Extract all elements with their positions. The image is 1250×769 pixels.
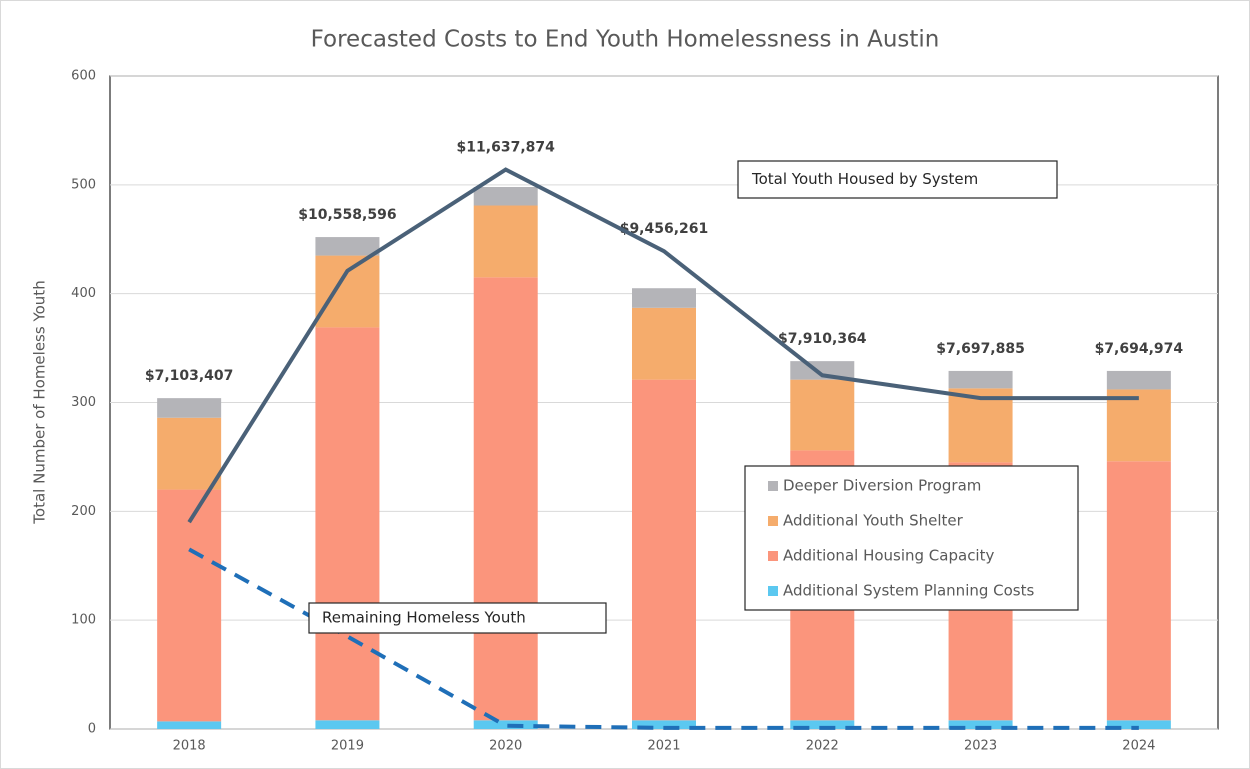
bar-segment — [315, 237, 380, 256]
legend-label: Additional Housing Capacity — [783, 547, 994, 565]
line-label-box — [308, 602, 607, 634]
chart-title: Forecasted Costs to End Youth Homelessne… — [311, 27, 940, 53]
bar-segment — [790, 720, 855, 729]
y-tick-label: 100 — [71, 613, 96, 628]
bar-segment — [473, 187, 538, 206]
y-tick-label: 200 — [71, 504, 96, 519]
bar-segment — [948, 720, 1013, 729]
y-tick-label: 0 — [88, 722, 96, 737]
bar-segment — [1106, 370, 1171, 390]
cost-label: $7,103,407 — [145, 368, 234, 384]
x-tick-label: 2020 — [489, 739, 522, 754]
line-series — [188, 547, 1139, 730]
cost-label: $7,697,885 — [936, 341, 1025, 357]
bar-segment — [632, 307, 696, 380]
cost-label: $7,694,974 — [1095, 341, 1184, 357]
bar-segment — [315, 720, 380, 729]
bar-segment — [473, 205, 538, 278]
bar-segment — [157, 489, 222, 722]
legend-label: Additional Youth Shelter — [783, 512, 964, 530]
line-series — [187, 167, 1139, 524]
bar-segment — [315, 255, 380, 328]
y-axis-title: Total Number of Homeless Youth — [31, 280, 49, 524]
bar-segment — [790, 361, 855, 380]
cost-label: $7,910,364 — [778, 331, 867, 347]
bar-segment — [790, 379, 855, 451]
legend-box — [744, 465, 1079, 611]
x-tick-label: 2023 — [964, 739, 997, 754]
line-label-box — [737, 160, 1058, 199]
legend-swatch — [768, 516, 778, 526]
x-tick-label: 2018 — [173, 739, 206, 754]
bar-segment — [632, 379, 696, 721]
bar-segment — [1106, 461, 1171, 721]
bar-segment — [473, 277, 538, 721]
bar-segment — [157, 398, 222, 418]
bar-segment — [157, 417, 222, 490]
y-tick-label: 300 — [71, 395, 96, 410]
cost-label: $9,456,261 — [620, 221, 709, 237]
x-tick-label: 2024 — [1122, 739, 1155, 754]
y-tick-label: 500 — [71, 177, 96, 192]
y-tick-label: 600 — [71, 69, 96, 84]
cost-label: $11,637,874 — [457, 140, 556, 156]
line-label: Remaining Homeless Youth — [322, 609, 526, 627]
bar-segment — [1106, 389, 1171, 462]
bar-segment — [1106, 720, 1171, 729]
x-tick-label: 2022 — [806, 739, 839, 754]
line-label: Total Youth Housed by System — [751, 170, 978, 188]
x-tick-label: 2021 — [647, 739, 680, 754]
bar-segment — [473, 720, 538, 729]
x-tick-label: 2019 — [331, 739, 364, 754]
bar-segment — [632, 288, 696, 308]
y-tick-label: 400 — [71, 286, 96, 301]
bar-segment — [948, 370, 1013, 389]
legend-label: Additional System Planning Costs — [783, 582, 1035, 600]
legend-swatch — [768, 481, 778, 491]
bar-segment — [315, 327, 380, 721]
bar-segment — [948, 388, 1013, 463]
cost-label: $10,558,596 — [298, 207, 396, 223]
legend-label: Deeper Diversion Program — [783, 477, 981, 495]
bar-segment — [157, 721, 222, 729]
legend-swatch — [768, 551, 778, 561]
legend-swatch — [768, 586, 778, 596]
bar-segment — [632, 720, 696, 729]
